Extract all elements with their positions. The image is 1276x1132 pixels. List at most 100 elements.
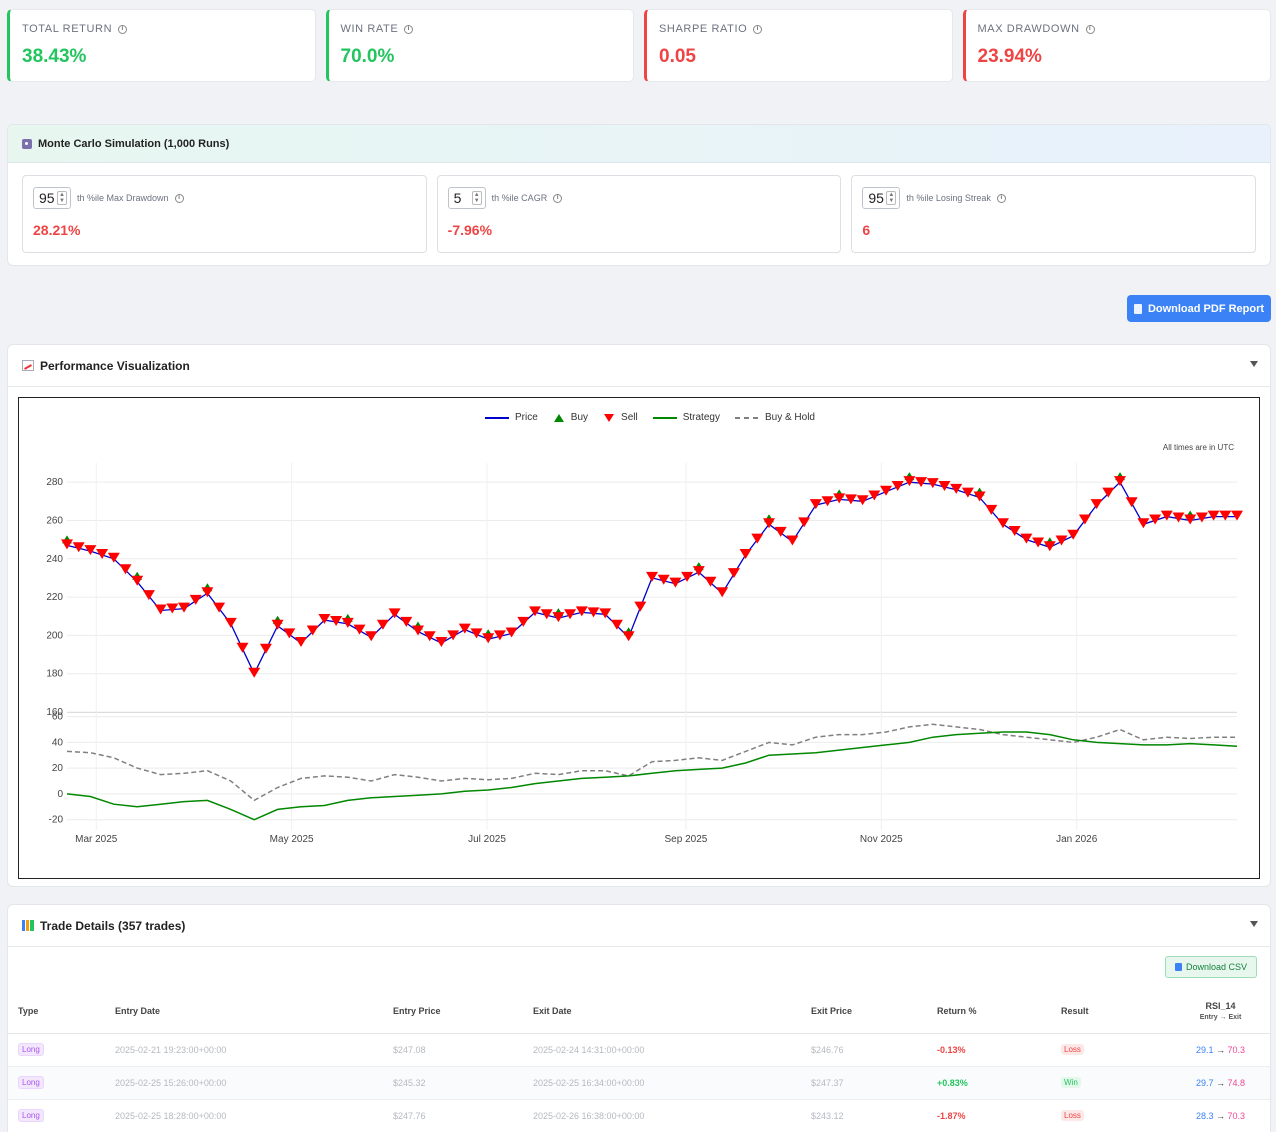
sell-marker[interactable] — [365, 631, 378, 642]
legend-item-buy-hold[interactable]: Buy & Hold — [734, 412, 815, 423]
sell-marker[interactable] — [482, 633, 495, 644]
sell-marker[interactable] — [1172, 512, 1185, 523]
legend-item-sell[interactable]: Sell — [603, 412, 638, 423]
sell-marker[interactable] — [634, 601, 647, 612]
sell-marker[interactable] — [844, 494, 857, 505]
performance-chart[interactable]: 160 180 200 220 240 260 280 -20 0 20 40 60 Mar 2025 M… — [19, 398, 1259, 878]
stepper-value[interactable]: 5 — [453, 190, 462, 206]
sell-marker[interactable] — [926, 478, 939, 489]
trades-header[interactable]: Trade Details (357 trades) — [8, 905, 1270, 947]
percentile-stepper[interactable]: 5 ▲ ▼ — [447, 187, 486, 209]
col-return[interactable]: Return % — [927, 989, 1051, 1034]
sell-marker[interactable] — [248, 667, 261, 678]
col-exit-price[interactable]: Exit Price — [801, 989, 927, 1034]
sell-marker[interactable] — [950, 483, 963, 494]
collapse-caret-icon[interactable] — [1250, 921, 1258, 927]
legend-item-price[interactable]: Price — [485, 412, 538, 423]
sell-marker[interactable] — [821, 496, 834, 507]
sell-marker[interactable] — [224, 617, 237, 628]
sell-marker[interactable] — [540, 609, 553, 620]
sell-marker[interactable] — [915, 477, 928, 488]
sell-marker[interactable] — [1114, 476, 1126, 487]
sell-marker[interactable] — [856, 495, 869, 506]
sell-marker[interactable] — [1149, 514, 1162, 525]
sell-marker[interactable] — [353, 624, 366, 635]
sell-marker[interactable] — [166, 603, 179, 614]
sell-marker[interactable] — [657, 574, 670, 585]
info-icon[interactable]: i — [118, 24, 128, 34]
sell-marker[interactable] — [786, 535, 799, 546]
sell-marker[interactable] — [458, 623, 471, 634]
table-row[interactable]: Long 2025-02-25 18:28:00+00:00 $247.76 2025… — [8, 1099, 1270, 1132]
sell-marker[interactable] — [739, 548, 752, 559]
sell-marker[interactable] — [306, 625, 319, 636]
sell-marker[interactable] — [646, 571, 658, 582]
info-icon[interactable]: i — [996, 193, 1006, 203]
percentile-stepper[interactable]: 95 ▲ ▼ — [33, 187, 71, 209]
sell-marker[interactable] — [283, 628, 296, 639]
sell-marker[interactable] — [1219, 510, 1232, 521]
sell-marker[interactable] — [447, 630, 460, 641]
sell-marker[interactable] — [236, 642, 249, 653]
sell-marker[interactable] — [575, 606, 588, 617]
sell-marker[interactable] — [330, 615, 343, 626]
info-icon[interactable]: i — [753, 24, 763, 34]
col-entry-price[interactable]: Entry Price — [383, 989, 523, 1034]
sell-marker[interactable] — [493, 630, 506, 641]
stepper-arrows-icon[interactable]: ▲ ▼ — [57, 191, 67, 205]
sell-marker[interactable] — [1090, 499, 1103, 510]
info-icon[interactable]: i — [404, 24, 414, 34]
sell-marker[interactable] — [84, 545, 97, 556]
sell-marker[interactable] — [961, 487, 974, 498]
sell-marker[interactable] — [435, 637, 448, 648]
sell-marker[interactable] — [178, 602, 190, 613]
table-row[interactable]: Long 2025-02-25 15:26:00+00:00 $245.32 2025… — [8, 1066, 1270, 1100]
download-csv-button[interactable]: Download CSV — [1165, 956, 1257, 978]
info-icon[interactable]: i — [553, 193, 563, 203]
sell-marker[interactable] — [517, 616, 530, 627]
sell-marker[interactable] — [1008, 525, 1021, 536]
sell-marker[interactable] — [189, 594, 202, 605]
sell-marker[interactable] — [1043, 541, 1056, 552]
sell-marker[interactable] — [1055, 535, 1068, 546]
sell-marker[interactable] — [763, 518, 775, 529]
sell-marker[interactable] — [751, 533, 764, 544]
sell-marker[interactable] — [271, 619, 284, 630]
sell-marker[interactable] — [529, 606, 541, 617]
sell-marker[interactable] — [295, 637, 307, 648]
sell-marker[interactable] — [833, 493, 846, 504]
sell-marker[interactable] — [1137, 518, 1150, 529]
collapse-caret-icon[interactable] — [1250, 361, 1258, 367]
col-exit-date[interactable]: Exit Date — [523, 989, 801, 1034]
sell-marker[interactable] — [1125, 497, 1138, 508]
sell-marker[interactable] — [388, 608, 401, 619]
sell-marker[interactable] — [692, 566, 705, 577]
sell-marker[interactable] — [61, 539, 73, 550]
sell-marker[interactable] — [681, 571, 694, 582]
sell-marker[interactable] — [1184, 514, 1197, 525]
strategy-line[interactable] — [66, 731, 1238, 821]
stepper-arrows-icon[interactable]: ▲ ▼ — [886, 191, 897, 205]
sell-marker[interactable] — [880, 485, 892, 496]
sell-marker[interactable] — [1020, 533, 1033, 544]
sell-marker[interactable] — [201, 587, 214, 598]
sell-marker[interactable] — [564, 609, 577, 620]
sell-marker[interactable] — [552, 612, 565, 623]
sell-marker[interactable] — [622, 631, 635, 642]
sell-marker[interactable] — [1160, 510, 1173, 521]
sell-marker[interactable] — [704, 576, 717, 587]
table-row[interactable]: Long 2025-02-21 19:23:00+00:00 $247.08 2025… — [8, 1033, 1270, 1067]
col-type[interactable]: Type — [8, 989, 105, 1034]
sell-marker[interactable] — [1078, 514, 1091, 525]
sell-marker[interactable] — [809, 499, 822, 510]
sell-marker[interactable] — [985, 504, 998, 515]
sell-marker[interactable] — [341, 617, 354, 628]
col-entry-date[interactable]: Entry Date — [105, 989, 383, 1034]
sell-marker[interactable] — [938, 480, 951, 491]
info-icon[interactable]: i — [174, 193, 184, 203]
sell-marker[interactable] — [1207, 510, 1220, 521]
legend-item-strategy[interactable]: Strategy — [652, 412, 720, 423]
sell-marker[interactable] — [470, 628, 483, 639]
sell-marker[interactable] — [412, 625, 424, 636]
sell-marker[interactable] — [107, 552, 120, 563]
